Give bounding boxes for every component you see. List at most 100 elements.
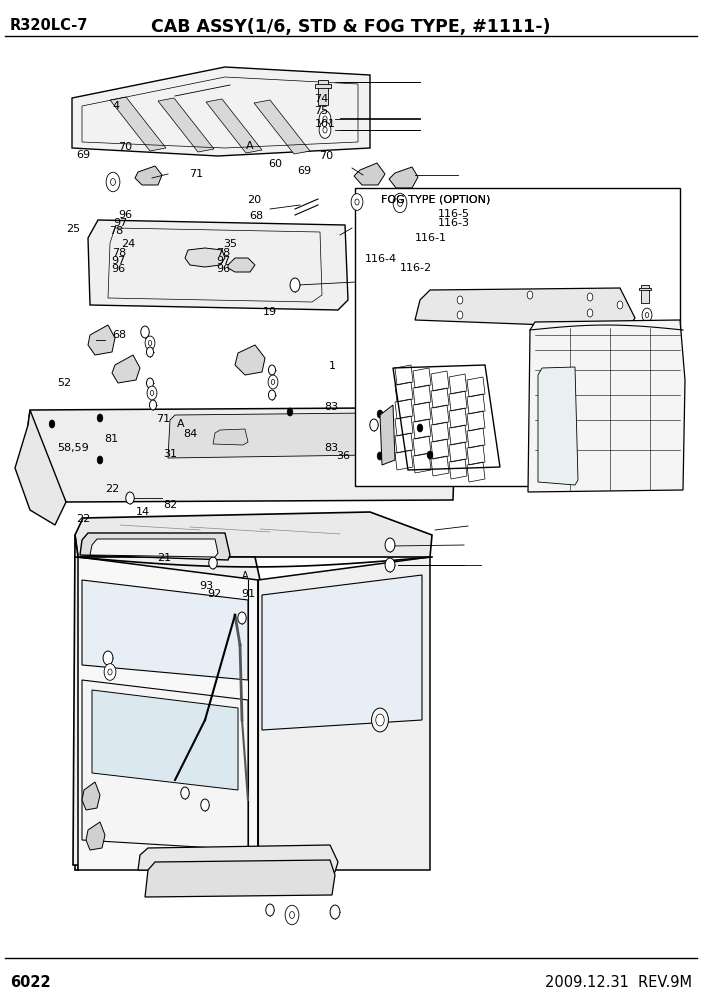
Circle shape: [108, 669, 112, 675]
Circle shape: [587, 310, 592, 317]
Bar: [355, 188, 680, 486]
Polygon shape: [82, 782, 100, 810]
Polygon shape: [354, 163, 385, 185]
Circle shape: [271, 380, 274, 385]
Circle shape: [457, 311, 463, 319]
Text: 97: 97: [112, 256, 126, 266]
Polygon shape: [228, 258, 255, 272]
Circle shape: [208, 558, 217, 569]
Text: 96: 96: [118, 210, 132, 220]
Text: A: A: [241, 571, 249, 581]
Polygon shape: [206, 99, 262, 153]
Polygon shape: [80, 533, 230, 560]
Polygon shape: [254, 100, 310, 154]
Polygon shape: [82, 680, 248, 850]
Polygon shape: [82, 580, 248, 680]
Text: 97: 97: [113, 218, 127, 228]
Polygon shape: [86, 822, 105, 850]
Polygon shape: [258, 557, 430, 870]
Circle shape: [377, 410, 383, 418]
Polygon shape: [380, 405, 395, 465]
Polygon shape: [88, 220, 348, 310]
Polygon shape: [75, 557, 78, 870]
Text: 71: 71: [190, 169, 204, 179]
Polygon shape: [538, 367, 578, 485]
Text: 35: 35: [223, 239, 237, 249]
Polygon shape: [138, 845, 338, 872]
Text: CAB ASSY(1/6, STD & FOG TYPE, #1111-): CAB ASSY(1/6, STD & FOG TYPE, #1111-): [151, 18, 551, 36]
Text: 58,59: 58,59: [58, 443, 89, 453]
Text: 97: 97: [216, 256, 230, 266]
Circle shape: [642, 309, 652, 322]
Text: 75: 75: [314, 106, 329, 116]
Text: FOG TYPE (OPTION): FOG TYPE (OPTION): [381, 194, 491, 204]
Circle shape: [181, 787, 190, 799]
Circle shape: [104, 664, 116, 681]
Text: 1: 1: [329, 361, 336, 371]
Circle shape: [351, 193, 363, 210]
Text: 116-1: 116-1: [415, 233, 447, 243]
Text: 78: 78: [216, 248, 230, 258]
Polygon shape: [88, 325, 115, 355]
Circle shape: [371, 708, 388, 732]
Circle shape: [285, 906, 299, 925]
Circle shape: [150, 400, 157, 410]
Circle shape: [417, 424, 423, 432]
Text: 74: 74: [314, 94, 329, 104]
Polygon shape: [75, 512, 432, 557]
Text: 91: 91: [241, 589, 256, 599]
Text: 116-4: 116-4: [364, 254, 397, 264]
Circle shape: [587, 293, 592, 301]
Circle shape: [323, 127, 327, 133]
Circle shape: [617, 301, 623, 309]
Text: 78: 78: [112, 248, 126, 258]
Polygon shape: [415, 288, 635, 328]
Circle shape: [355, 199, 359, 205]
Circle shape: [126, 492, 134, 504]
Text: FOG TYPE (OPTION): FOG TYPE (OPTION): [381, 194, 491, 204]
Circle shape: [289, 912, 294, 919]
Text: 71: 71: [156, 414, 170, 424]
Circle shape: [290, 278, 300, 292]
Polygon shape: [90, 539, 218, 557]
Text: 36: 36: [336, 451, 350, 461]
Text: 116-3: 116-3: [438, 218, 470, 228]
Circle shape: [201, 799, 209, 810]
Polygon shape: [235, 345, 265, 375]
Circle shape: [319, 111, 331, 127]
Polygon shape: [389, 167, 418, 188]
Text: 19: 19: [263, 308, 277, 317]
Polygon shape: [92, 690, 238, 790]
Text: 93: 93: [199, 581, 213, 591]
Polygon shape: [78, 557, 258, 870]
Text: 2009.12.31  REV.9M: 2009.12.31 REV.9M: [545, 975, 692, 990]
Bar: [639, 288, 651, 291]
Circle shape: [385, 558, 395, 572]
Circle shape: [397, 199, 402, 206]
Circle shape: [266, 904, 274, 916]
Text: 4: 4: [112, 101, 119, 111]
Text: 14: 14: [136, 507, 150, 517]
Circle shape: [150, 391, 154, 396]
Text: 96: 96: [112, 264, 126, 274]
Text: 70: 70: [319, 151, 333, 161]
Circle shape: [148, 340, 152, 345]
Circle shape: [376, 714, 384, 726]
Polygon shape: [112, 355, 140, 383]
Circle shape: [370, 419, 378, 431]
Text: 92: 92: [207, 589, 221, 599]
Polygon shape: [15, 410, 66, 525]
Circle shape: [319, 122, 331, 138]
Text: 6022: 6022: [10, 975, 51, 990]
Polygon shape: [135, 166, 162, 185]
Polygon shape: [262, 575, 422, 730]
Polygon shape: [28, 408, 455, 502]
Text: 25: 25: [66, 224, 80, 234]
Text: A: A: [177, 419, 185, 429]
Circle shape: [527, 291, 533, 299]
Circle shape: [268, 365, 275, 375]
Text: A: A: [246, 141, 253, 151]
Text: 84: 84: [183, 429, 197, 438]
Text: 83: 83: [324, 402, 338, 412]
Polygon shape: [73, 535, 260, 870]
